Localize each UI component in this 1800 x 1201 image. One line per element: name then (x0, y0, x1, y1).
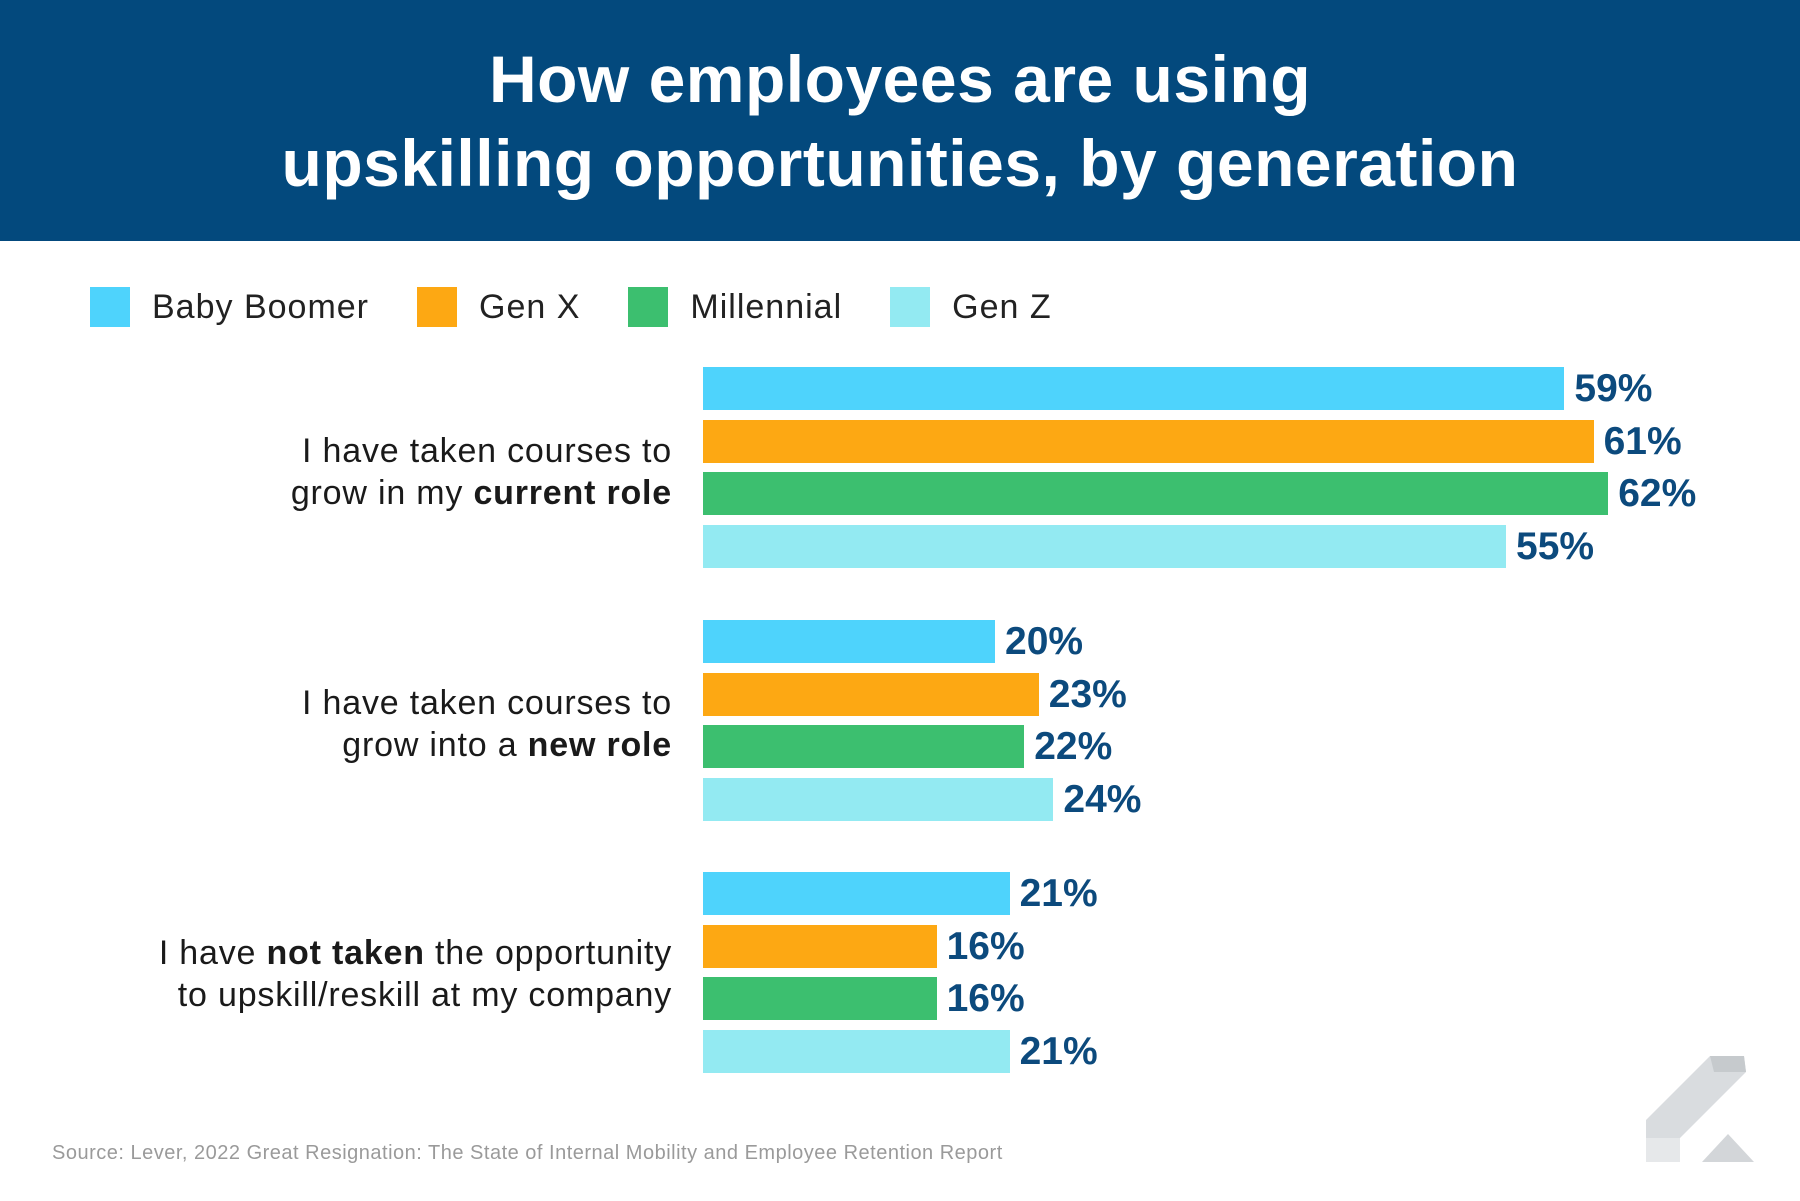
bar-gen-z (703, 1029, 1010, 1073)
bar-value-label: 24% (1063, 777, 1142, 821)
category-label-text: grow in my (290, 474, 474, 512)
bar-gen-z (703, 777, 1054, 821)
legend-swatch (90, 287, 130, 327)
bar-value-label: 62% (1618, 472, 1697, 515)
chart-title-line-1: How employees are using (488, 41, 1312, 116)
bar-gen-z (703, 524, 1506, 568)
bar-value-label: 22% (1034, 725, 1113, 768)
bar-millennial (703, 977, 937, 1020)
bar-value-label: 59% (1574, 367, 1653, 410)
legend-label: Gen Z (952, 287, 1052, 326)
bar-gen-x (703, 672, 1039, 716)
category-label-line: grow into a new role (0, 724, 672, 766)
bar-value-label: 16% (946, 977, 1025, 1020)
legend-item-gen-x: Gen X (417, 287, 580, 327)
bar-value-label: 16% (946, 924, 1025, 968)
category-label-emphasis: current role (473, 474, 672, 512)
bar-value-label: 21% (1019, 872, 1098, 915)
bar-millennial (703, 725, 1025, 768)
category-label-new-role: I have taken courses to grow into a new … (0, 682, 672, 766)
category-label-text: I have (158, 934, 267, 972)
legend: Baby Boomer Gen X Millennial Gen Z (90, 286, 1100, 328)
bar-baby-boomer (703, 872, 1010, 915)
category-label-text: grow into a (342, 726, 528, 764)
bar-value-label: 20% (1005, 620, 1084, 663)
category-label-not-taken: I have not taken the opportunity to upsk… (0, 932, 672, 1016)
legend-label: Millennial (690, 287, 843, 326)
legend-label: Baby Boomer (152, 287, 369, 326)
legend-swatch (890, 287, 931, 327)
bar-gen-x (703, 924, 937, 968)
legend-item-millennial: Millennial (628, 287, 842, 327)
bar-baby-boomer (703, 367, 1565, 410)
lever-logo-icon (1646, 1056, 1754, 1162)
category-label-emphasis: not taken (266, 934, 425, 972)
category-label-line: I have taken courses to (302, 684, 672, 722)
bar-value-label: 23% (1048, 672, 1127, 716)
category-label-line: I have taken courses to (302, 432, 672, 470)
header-banner: How employees are using upskilling oppor… (0, 0, 1800, 241)
category-label-line: I have not taken the opportunity (0, 932, 672, 974)
bar-value-label: 55% (1516, 524, 1595, 568)
category-label-line: to upskill/reskill at my company (177, 976, 672, 1014)
chart-title: How employees are using upskilling oppor… (282, 37, 1519, 205)
legend-item-baby-boomer: Baby Boomer (90, 287, 369, 327)
legend-label: Gen X (479, 287, 581, 326)
bar-value-label: 61% (1603, 419, 1682, 463)
category-label-text: the opportunity (424, 934, 672, 972)
bar-baby-boomer (703, 620, 995, 663)
source-note: Source: Lever, 2022 Great Resignation: T… (52, 1142, 1003, 1164)
category-label-emphasis: new role (527, 726, 672, 764)
bar-millennial (703, 472, 1609, 515)
category-label-current-role: I have taken courses to grow in my curre… (0, 430, 672, 514)
legend-item-gen-z: Gen Z (890, 287, 1051, 327)
legend-swatch (628, 287, 669, 327)
bar-value-label: 21% (1019, 1029, 1098, 1073)
bar-gen-x (703, 419, 1594, 463)
chart-title-line-2: upskilling opportunities, by generation (281, 125, 1519, 200)
legend-swatch (417, 287, 457, 327)
category-label-line: grow in my current role (0, 472, 672, 514)
